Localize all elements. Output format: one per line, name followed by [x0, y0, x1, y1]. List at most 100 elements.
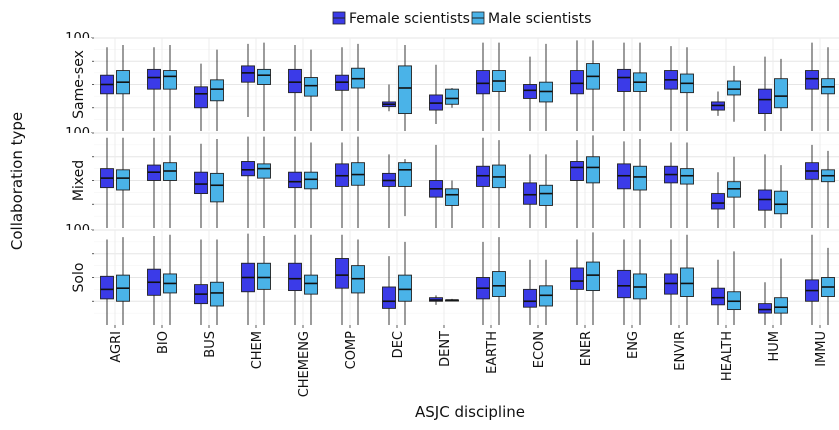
panel-mixed: 406080100Mixed — [64, 126, 839, 228]
box-male-dent — [445, 180, 459, 228]
panel-solo: 406080100Solo — [64, 223, 839, 325]
box-male-eng — [633, 138, 647, 228]
chart-panels: 406080100Same-sex406080100Mixed406080100… — [64, 31, 839, 325]
box-body — [617, 68, 631, 92]
box-female-health — [711, 172, 725, 228]
box-body — [288, 262, 302, 292]
box-male-envir — [680, 234, 694, 325]
panel-same-sex: 406080100Same-sex — [64, 31, 839, 131]
box-body — [288, 68, 302, 94]
box-male-ener — [586, 232, 600, 325]
facet-label: Solo — [71, 263, 87, 293]
box-female-comp — [335, 47, 349, 131]
box-body — [257, 262, 271, 290]
box-female-earth — [476, 42, 490, 131]
box-male-health — [727, 156, 741, 228]
box-male-earth — [492, 237, 506, 325]
box-body — [304, 171, 318, 190]
box-female-health — [711, 91, 725, 116]
box-male-chemeng — [304, 142, 318, 228]
x-tick-label: ENVIR — [673, 331, 688, 371]
box-female-dent — [429, 144, 443, 228]
box-body — [586, 261, 600, 292]
box-body — [758, 303, 772, 314]
box-female-chem — [241, 233, 255, 325]
box-female-eng — [617, 239, 631, 325]
box-body — [570, 267, 584, 290]
x-axis-title: ASJC discipline — [415, 403, 525, 421]
box-body — [194, 86, 208, 109]
box-female-chemeng — [288, 44, 302, 131]
box-male-chem — [257, 235, 271, 325]
box-body — [774, 297, 788, 314]
box-male-econ — [539, 154, 553, 228]
box-body — [570, 70, 584, 95]
box-body — [617, 269, 631, 299]
box-body — [335, 258, 349, 289]
box-male-dec — [398, 159, 412, 217]
box-male-dent — [445, 87, 459, 108]
box-female-dent — [429, 64, 443, 125]
box-female-comp — [335, 142, 349, 228]
box-female-agri — [100, 137, 114, 228]
box-female-bus — [194, 143, 208, 228]
box-body — [116, 169, 130, 191]
box-male-agri — [116, 44, 130, 131]
box-male-bio — [163, 44, 177, 131]
box-body — [758, 88, 772, 115]
box-male-bus — [210, 49, 224, 131]
box-male-chem — [257, 42, 271, 131]
box-female-hum — [758, 154, 772, 228]
box-body — [523, 84, 537, 99]
box-male-agri — [116, 237, 130, 325]
x-tick-label: EARTH — [485, 331, 500, 374]
box-female-bio — [147, 47, 161, 131]
box-body — [445, 188, 459, 206]
box-male-ener — [586, 135, 600, 228]
box-male-comp — [351, 239, 365, 325]
x-tick-label: ECON — [532, 331, 547, 368]
x-tick-label: HEALTH — [720, 331, 735, 381]
box-female-immu — [805, 42, 819, 131]
box-body — [241, 65, 255, 83]
box-body — [398, 65, 412, 115]
box-female-bio — [147, 137, 161, 228]
box-female-chemeng — [288, 136, 302, 228]
box-male-earth — [492, 42, 506, 131]
box-body — [476, 70, 490, 95]
box-male-eng — [633, 239, 647, 325]
box-female-econ — [523, 154, 537, 228]
box-body — [210, 172, 224, 203]
box-male-health — [727, 65, 741, 122]
box-body — [210, 281, 224, 307]
box-male-hum — [774, 58, 788, 131]
x-tick-label: COMP — [344, 331, 359, 370]
facet-strip — [64, 230, 92, 325]
box-body — [586, 156, 600, 184]
box-male-agri — [116, 137, 130, 228]
box-body — [163, 70, 177, 90]
box-body — [523, 182, 537, 205]
box-female-ener — [570, 239, 584, 325]
box-female-immu — [805, 234, 819, 325]
box-female-agri — [100, 239, 114, 325]
facet-label: Same-sex — [71, 50, 87, 119]
box-male-health — [727, 251, 741, 325]
box-body — [304, 274, 318, 295]
box-female-agri — [100, 47, 114, 131]
box-female-dent — [429, 295, 443, 305]
box-male-comp — [351, 136, 365, 228]
box-male-chemeng — [304, 49, 318, 131]
box-male-chemeng — [304, 234, 318, 325]
box-body — [539, 184, 553, 206]
x-tick-label: IMMU — [814, 331, 829, 367]
box-female-bus — [194, 239, 208, 325]
box-male-bio — [163, 135, 177, 228]
box-male-immu — [821, 247, 835, 325]
box-body — [304, 77, 318, 97]
box-female-ener — [570, 140, 584, 228]
facet-strip — [64, 133, 92, 228]
box-body — [398, 162, 412, 187]
x-tick-label: DENT — [438, 331, 453, 367]
